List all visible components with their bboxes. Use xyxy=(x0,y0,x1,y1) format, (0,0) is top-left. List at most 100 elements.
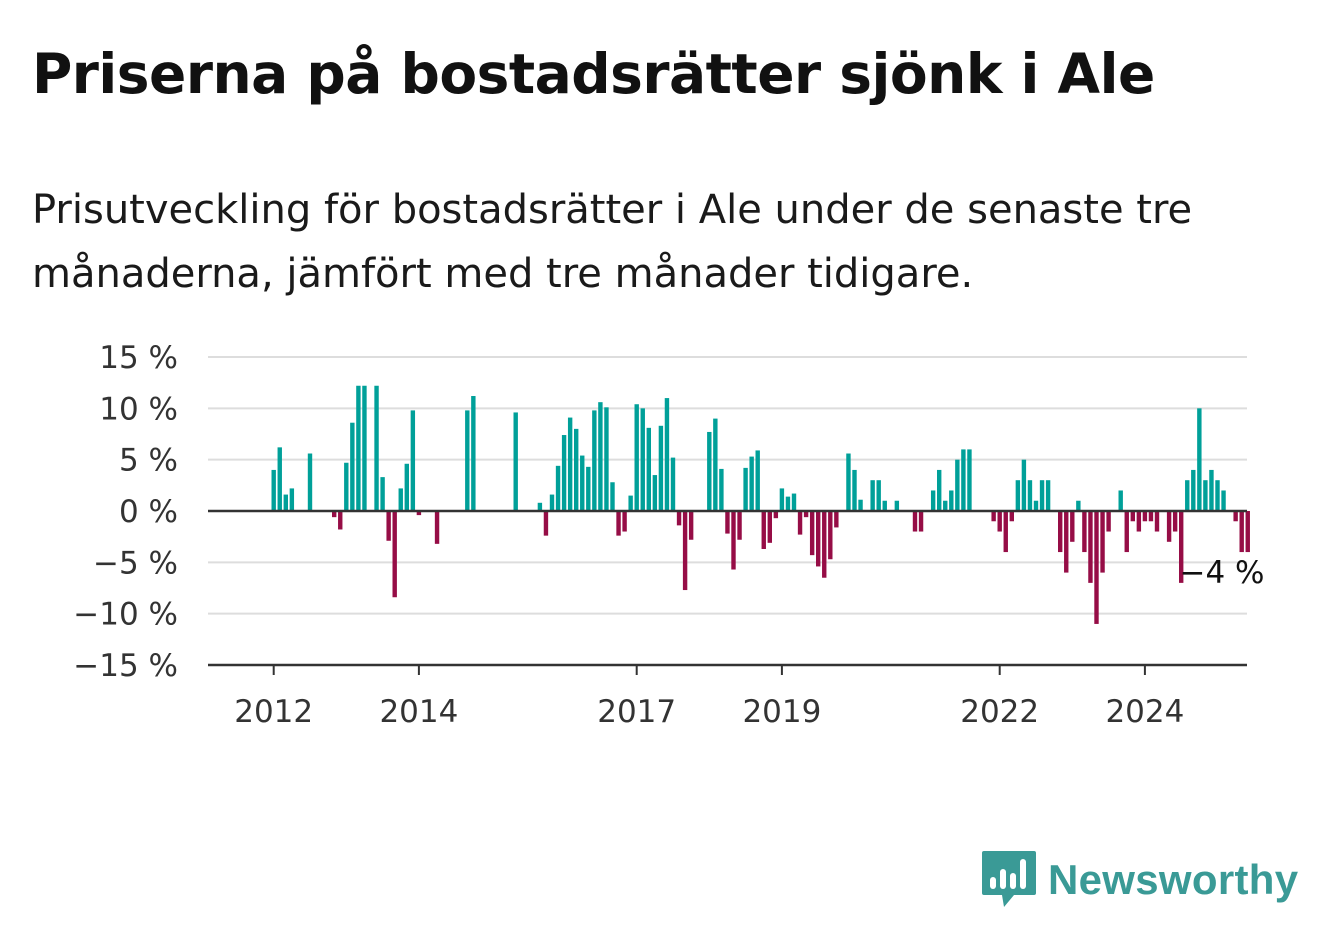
bar xyxy=(737,511,742,540)
bar xyxy=(761,511,766,549)
bar xyxy=(870,480,875,511)
bar xyxy=(828,511,833,560)
bar xyxy=(967,449,972,511)
bar xyxy=(834,511,839,528)
bar xyxy=(289,488,295,511)
bar xyxy=(392,511,397,598)
bar xyxy=(1142,511,1148,522)
bar xyxy=(930,490,936,511)
bar xyxy=(1100,511,1105,573)
bar xyxy=(628,495,633,511)
bar xyxy=(1106,511,1111,532)
bar xyxy=(658,425,664,511)
bar xyxy=(1179,511,1184,583)
bar xyxy=(1094,511,1099,624)
bar xyxy=(277,447,282,511)
bar xyxy=(1209,469,1214,511)
newsworthy-logo: Newsworthy xyxy=(980,848,1298,912)
x-tick-label: 2012 xyxy=(234,694,313,730)
bar xyxy=(876,480,881,511)
bar xyxy=(1245,511,1250,553)
bar xyxy=(725,511,730,534)
bar xyxy=(549,494,555,511)
bar xyxy=(271,469,276,511)
bar xyxy=(894,500,900,511)
bar xyxy=(670,457,676,511)
bar xyxy=(1215,480,1220,511)
bar xyxy=(822,511,827,578)
bar xyxy=(1045,480,1051,511)
bar xyxy=(640,408,645,511)
bar xyxy=(779,488,785,511)
bar xyxy=(332,511,337,518)
bar xyxy=(307,453,313,511)
bar xyxy=(1070,511,1075,542)
y-tick-label: 10 % xyxy=(99,391,178,427)
bar xyxy=(386,511,391,541)
bar xyxy=(791,493,797,511)
axes xyxy=(208,509,1247,675)
y-tick-label: −10 % xyxy=(73,597,178,633)
bar xyxy=(1015,480,1021,511)
x-tick-label: 2024 xyxy=(1105,694,1184,730)
bar xyxy=(410,410,416,511)
bar xyxy=(743,467,748,511)
bar xyxy=(1033,500,1039,511)
bar xyxy=(513,412,518,511)
bar xyxy=(283,494,288,511)
bar xyxy=(1166,511,1172,542)
bar xyxy=(567,417,573,511)
bar xyxy=(598,402,603,511)
bar xyxy=(416,511,422,516)
bar xyxy=(767,511,772,543)
bar xyxy=(991,511,996,522)
bar xyxy=(434,511,440,544)
bar xyxy=(1076,500,1081,511)
bar xyxy=(374,385,379,511)
gridlines xyxy=(208,356,1247,615)
y-tick-label: −5 % xyxy=(93,545,178,581)
bar xyxy=(912,511,918,532)
bar xyxy=(561,435,567,511)
bars xyxy=(271,385,1250,624)
bar xyxy=(1118,490,1123,511)
y-tick-label: −15 % xyxy=(73,648,178,684)
bar xyxy=(652,475,658,511)
bar xyxy=(664,398,670,511)
bar xyxy=(816,511,821,567)
x-tick-label: 2014 xyxy=(379,694,458,730)
bar xyxy=(882,500,887,511)
logo-text: Newsworthy xyxy=(1048,856,1299,903)
bar xyxy=(1233,511,1238,522)
bar xyxy=(707,431,712,511)
bar xyxy=(616,511,621,536)
bar xyxy=(350,422,355,511)
bar xyxy=(1021,459,1027,511)
bar xyxy=(1130,511,1135,522)
bar-chart-speech-bubble-icon xyxy=(982,851,1036,907)
bar xyxy=(1239,511,1244,553)
bar xyxy=(1172,511,1178,532)
bar xyxy=(574,428,579,511)
bar xyxy=(943,500,948,511)
bar xyxy=(949,490,954,511)
bar xyxy=(543,511,549,536)
bar xyxy=(809,511,815,556)
bar xyxy=(1221,490,1226,511)
bar xyxy=(676,511,682,526)
bar xyxy=(592,410,597,511)
bar xyxy=(719,468,724,511)
y-tick-label: 0 % xyxy=(119,494,178,530)
bar xyxy=(918,511,924,532)
bar xyxy=(749,456,754,511)
x-tick-label: 2017 xyxy=(597,694,676,730)
bar xyxy=(955,459,960,511)
chart-subtitle: Prisutveckling för bostadsrätter i Ale u… xyxy=(32,187,1193,297)
bar xyxy=(646,427,651,511)
bar xyxy=(1003,511,1008,553)
bar-chart: 15 % 10 % 5 % 0 % −5 % −10 % −15 % 2012 2014 2017… xyxy=(73,340,1265,730)
bar xyxy=(380,477,385,511)
latest-value-label: −4 % xyxy=(1180,555,1265,591)
bar xyxy=(773,511,779,519)
bar xyxy=(713,418,718,511)
